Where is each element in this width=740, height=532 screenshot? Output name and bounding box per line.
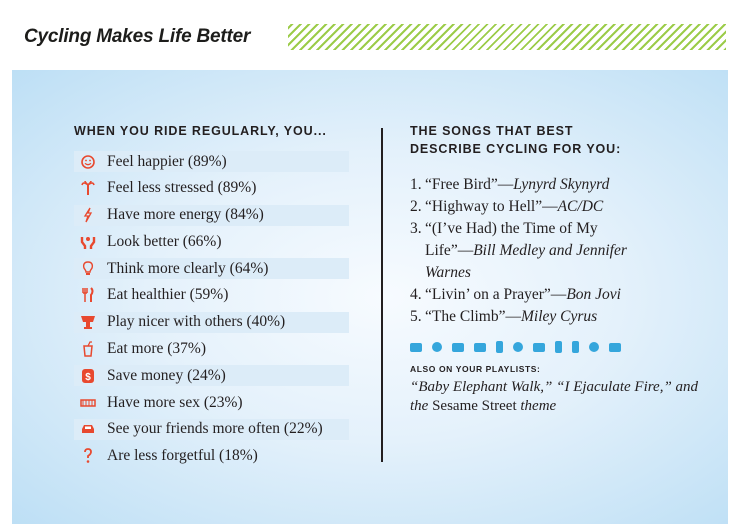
benefit-label: Are less forgetful (18%) [107, 447, 258, 465]
also-playlists-part: Sesame Street [432, 398, 517, 414]
songs-heading-line: THE SONGS THAT BEST [410, 124, 574, 138]
clock-icon [589, 342, 599, 352]
drink-cup-icon [80, 341, 96, 357]
benefit-label: Think more clearly (64%) [107, 259, 269, 277]
benefit-label: Feel less stressed (89%) [107, 179, 257, 197]
song-artist: AC/DC [557, 198, 604, 215]
lightning-icon [80, 207, 96, 223]
speaker-icon [474, 342, 486, 352]
ride-benefits-heading: WHEN YOU RIDE REGULARLY, YOU... [74, 124, 327, 138]
song-title: “Free Bird”— [425, 176, 514, 193]
benefit-item: Are less forgetful (18%) [74, 446, 364, 467]
song-item: 5. “The Climb”—Miley Cyrus [410, 306, 700, 328]
benefit-item: Have more energy (84%) [74, 204, 349, 226]
benefit-label: Eat healthier (59%) [107, 286, 229, 304]
song-artist: Bon Jovi [566, 286, 621, 303]
phone-icon [496, 341, 503, 353]
smiley-icon [80, 154, 96, 170]
benefit-label: Have more energy (84%) [107, 206, 264, 224]
column-divider [381, 128, 383, 462]
clock-icon [432, 342, 442, 352]
benefit-label: Have more sex (23%) [107, 393, 243, 411]
song-title: “(I’ve Had) the Time of My Life”— [425, 220, 598, 259]
benefit-label: Eat more (37%) [107, 340, 206, 358]
palm-tree-icon [80, 180, 96, 196]
benefit-item: $ Save money (24%) [74, 365, 349, 387]
songs-heading-line: DESCRIBE CYCLING FOR YOU: [410, 142, 622, 156]
song-number: 2. [410, 198, 422, 215]
benefit-item: Think more clearly (64%) [74, 258, 349, 280]
radio-icon [609, 342, 621, 352]
song-item: 4. “Livin’ on a Prayer”—Bon Jovi [410, 284, 700, 306]
benefit-item: Eat healthier (59%) [74, 285, 364, 306]
radio-icon [533, 342, 545, 352]
speaker-icon [555, 341, 562, 353]
song-title: “Livin’ on a Prayer”— [425, 286, 567, 303]
clock-icon [513, 342, 523, 352]
benefit-list: Feel happier (89%) Feel less stressed (8… [74, 151, 364, 467]
benefit-item: Play nicer with others (40%) [74, 311, 349, 333]
radio-icon [452, 342, 464, 352]
benefit-label: Save money (24%) [107, 366, 226, 384]
benefit-label: See your friends more often (22%) [107, 420, 323, 438]
benefit-item: Feel happier (89%) [74, 151, 349, 172]
benefit-item: Eat more (37%) [74, 339, 364, 360]
also-playlists-part: theme [516, 398, 557, 414]
benefit-item: Look better (66%) [74, 231, 364, 252]
header-stripe-decoration [288, 24, 726, 50]
also-playlists-text: “Baby Elephant Walk,” “I Ejaculate Fire,… [410, 378, 700, 416]
song-artist: Bill Medley and Jennifer Warnes [425, 242, 627, 281]
songs-column: THE SONGS THAT BEST DESCRIBE CYCLING FOR… [410, 122, 700, 416]
also-playlists-heading: ALSO ON YOUR PLAYLISTS: [410, 364, 541, 374]
song-list: 1. “Free Bird”—Lynyrd Skynyrd 2. “Highwa… [410, 174, 700, 328]
benefit-label: Look better (66%) [107, 232, 222, 250]
also-playlists-part: “Baby Elephant Walk,” “I Ejaculate Fire,… [410, 379, 699, 414]
benefit-label: Play nicer with others (40%) [107, 313, 286, 331]
song-item: 1. “Free Bird”—Lynyrd Skynyrd [410, 174, 700, 196]
music-icon-strip [410, 340, 700, 354]
song-artist: Miley Cyrus [521, 308, 598, 325]
song-item: 3. “(I’ve Had) the Time of My Life”—Bill… [410, 218, 700, 284]
svg-text:$: $ [85, 372, 91, 383]
songs-heading: THE SONGS THAT BEST DESCRIBE CYCLING FOR… [410, 122, 700, 158]
radio-icon [410, 342, 422, 352]
page-title: Cycling Makes Life Better [18, 22, 259, 52]
benefit-item: See your friends more often (22%) [74, 418, 349, 440]
song-title: “The Climb”— [425, 308, 521, 325]
phone-icon [572, 341, 579, 353]
fork-knife-icon [80, 287, 96, 303]
trophy-icon [80, 314, 96, 330]
benefit-label: Feel happier (89%) [107, 152, 227, 170]
song-title: “Highway to Hell”— [425, 198, 558, 215]
lightbulb-icon [80, 260, 96, 277]
infographic-panel: WHEN YOU RIDE REGULARLY, YOU... Feel hap… [12, 70, 728, 524]
song-number: 3. [410, 220, 422, 237]
header: Cycling Makes Life Better [18, 22, 726, 52]
song-item: 2. “Highway to Hell”—AC/DC [410, 196, 700, 218]
benefit-item: Have more sex (23%) [74, 392, 364, 413]
bed-icon [80, 395, 96, 411]
question-mark-icon [80, 448, 96, 464]
song-number: 1. [410, 176, 422, 193]
muscle-arms-icon [80, 234, 96, 250]
ride-benefits-column: WHEN YOU RIDE REGULARLY, YOU... Feel hap… [74, 122, 364, 473]
song-number: 5. [410, 308, 422, 325]
car-icon [80, 421, 96, 437]
song-artist: Lynyrd Skynyrd [513, 176, 610, 193]
money-icon: $ [80, 368, 96, 384]
song-number: 4. [410, 286, 422, 303]
benefit-item: Feel less stressed (89%) [74, 178, 364, 199]
